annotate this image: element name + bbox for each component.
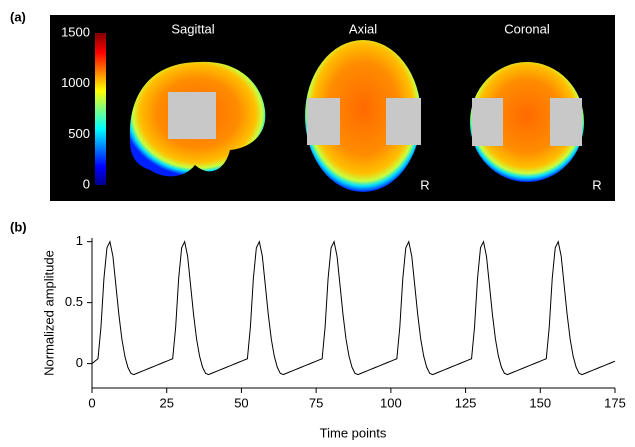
figure: (a) Sagittal Axial Coronal R R (b) Time …	[0, 0, 635, 442]
orientation-label: R	[592, 177, 601, 192]
x-tick-label: 100	[380, 395, 402, 410]
x-tick-label: 125	[455, 395, 477, 410]
colorbar	[95, 33, 106, 185]
x-tick-label: 50	[234, 395, 248, 410]
x-axis-label: Time points	[320, 425, 387, 440]
colorbar-tick-label: 1500	[61, 24, 90, 39]
colorbar-tick-label: 1000	[61, 75, 90, 90]
panel-label: (b)	[10, 219, 27, 234]
view-title: Axial	[349, 21, 377, 36]
coronal-slice	[470, 62, 584, 182]
view-title: Coronal	[504, 21, 550, 36]
x-tick-label: 150	[529, 395, 551, 410]
y-axis-label: Normalized amplitude	[41, 250, 56, 376]
panel-label: (a)	[10, 9, 26, 24]
y-tick-label: 0	[76, 355, 83, 370]
view-title: Sagittal	[171, 21, 214, 36]
x-tick-label: 25	[159, 395, 173, 410]
colorbar-tick-label: 0	[83, 176, 90, 191]
y-tick-label: 0.5	[65, 294, 83, 309]
data-line	[92, 242, 615, 375]
orientation-label: R	[420, 177, 429, 192]
y-tick-label: 1	[76, 233, 83, 248]
colorbar-tick-label: 500	[68, 126, 90, 141]
axial-slice	[305, 40, 421, 192]
x-tick-label: 75	[309, 395, 323, 410]
x-tick-label: 175	[604, 395, 626, 410]
x-tick-label: 0	[88, 395, 95, 410]
